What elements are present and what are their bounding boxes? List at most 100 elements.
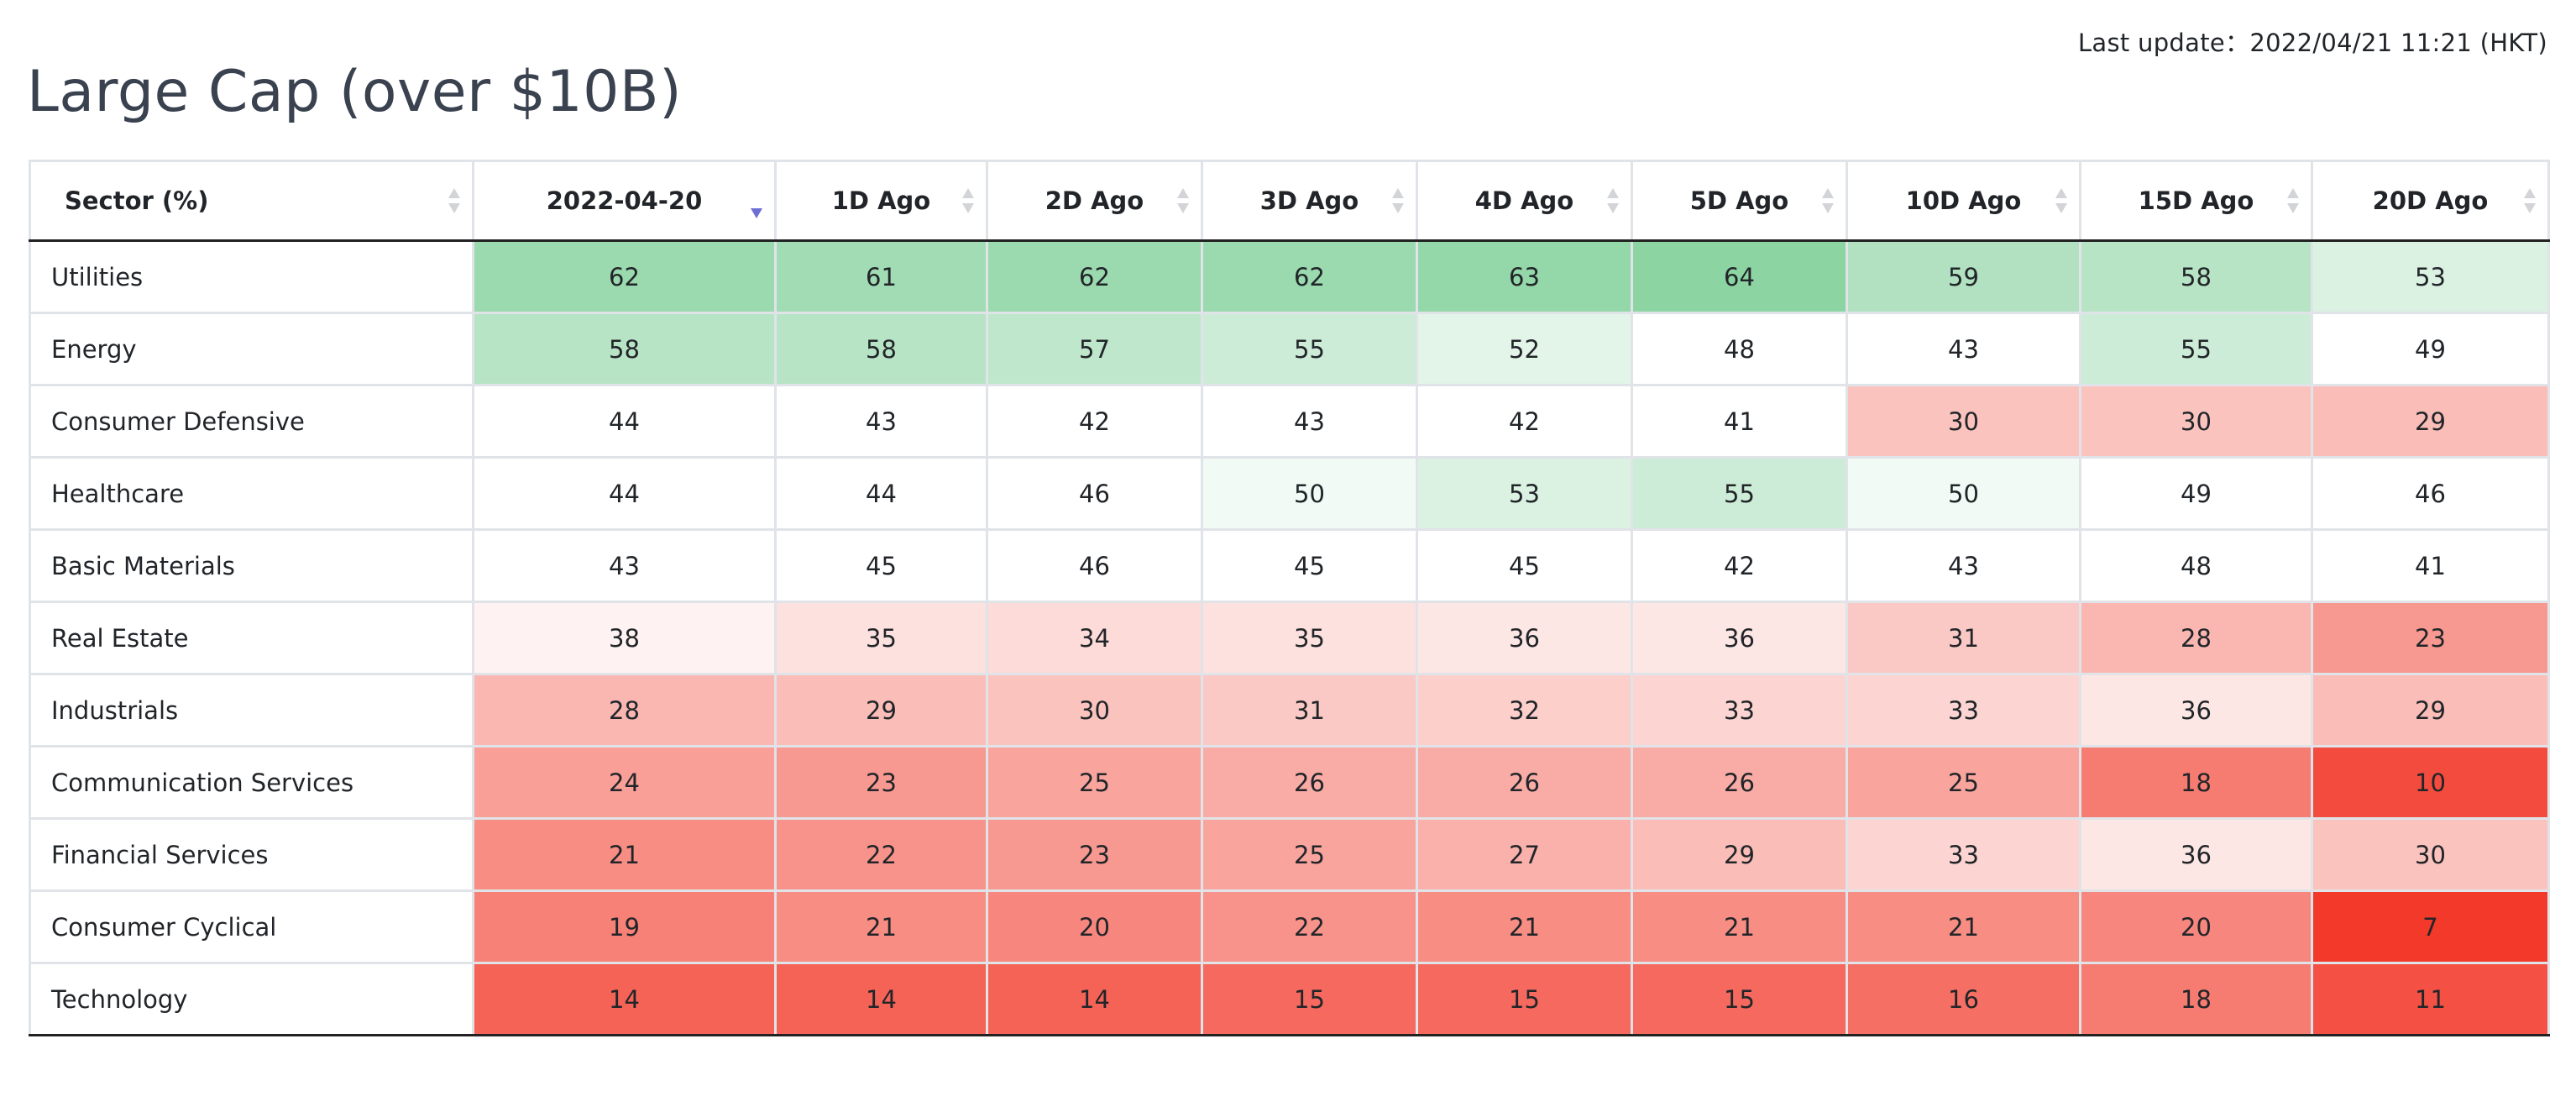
column-header-label: 2D Ago [1045, 186, 1144, 215]
value-cell: 46 [986, 528, 1203, 603]
sort-icon [2055, 186, 2067, 215]
value-cell: 20 [986, 889, 1203, 964]
value-cell: 27 [1416, 817, 1633, 892]
value-cell: 42 [1631, 528, 1848, 603]
value-cell: 46 [986, 456, 1203, 531]
sector-name-cell: Energy [29, 312, 474, 386]
sort-icon [1177, 186, 1189, 215]
value-cell: 53 [2311, 239, 2550, 314]
value-cell: 48 [2079, 528, 2313, 603]
value-cell: 52 [1416, 312, 1633, 386]
table-row: Financial Services 21 22 23 25 27 29 33 36 30 [29, 817, 2550, 892]
sort-icon [1392, 186, 1404, 215]
table-row: Technology 14 14 14 15 15 15 16 18 11 [29, 962, 2550, 1036]
value-cell: 11 [2311, 962, 2550, 1036]
value-cell: 43 [472, 528, 777, 603]
value-cell: 18 [2079, 745, 2313, 820]
value-cell: 59 [1846, 239, 2081, 314]
value-cell: 26 [1631, 745, 1848, 820]
value-cell: 33 [1846, 817, 2081, 892]
table-row: Real Estate 38 35 34 35 36 36 31 28 23 [29, 601, 2550, 675]
column-header-label: 2022-04-20 [546, 186, 703, 215]
sector-name-cell: Industrials [29, 673, 474, 748]
value-cell: 31 [1846, 601, 2081, 675]
sort-descending-icon [751, 186, 762, 218]
value-cell: 22 [774, 817, 988, 892]
value-cell: 44 [472, 384, 777, 459]
value-cell: 50 [1201, 456, 1418, 531]
value-cell: 23 [774, 745, 988, 820]
value-cell: 15 [1201, 962, 1418, 1036]
column-header-1[interactable]: 2022-04-20 [472, 160, 777, 242]
value-cell: 28 [472, 673, 777, 748]
sector-name-cell: Basic Materials [29, 528, 474, 603]
value-cell: 29 [774, 673, 988, 748]
column-header-7[interactable]: 10D Ago [1846, 160, 2081, 242]
sector-name-cell: Technology [29, 962, 474, 1036]
column-header-label: 4D Ago [1474, 186, 1574, 215]
column-header-label: Sector (%) [65, 186, 209, 215]
value-cell: 25 [1201, 817, 1418, 892]
value-cell: 32 [1416, 673, 1633, 748]
value-cell: 43 [774, 384, 988, 459]
value-cell: 14 [986, 962, 1203, 1036]
value-cell: 36 [2079, 673, 2313, 748]
column-header-9[interactable]: 20D Ago [2311, 160, 2550, 242]
column-header-sector[interactable]: Sector (%) [29, 160, 474, 242]
value-cell: 30 [2079, 384, 2313, 459]
value-cell: 16 [1846, 962, 2081, 1036]
value-cell: 21 [1631, 889, 1848, 964]
value-cell: 23 [2311, 601, 2550, 675]
table-row: Consumer Defensive 44 43 42 43 42 41 30 30 29 [29, 384, 2550, 459]
value-cell: 43 [1846, 312, 2081, 386]
value-cell: 15 [1416, 962, 1633, 1036]
column-header-4[interactable]: 3D Ago [1201, 160, 1418, 242]
value-cell: 41 [1631, 384, 1848, 459]
column-header-8[interactable]: 15D Ago [2079, 160, 2313, 242]
value-cell: 24 [472, 745, 777, 820]
column-header-6[interactable]: 5D Ago [1631, 160, 1848, 242]
value-cell: 10 [2311, 745, 2550, 820]
column-header-5[interactable]: 4D Ago [1416, 160, 1633, 242]
value-cell: 58 [472, 312, 777, 386]
sort-icon [1607, 186, 1619, 215]
column-header-3[interactable]: 2D Ago [986, 160, 1203, 242]
value-cell: 44 [472, 456, 777, 531]
value-cell: 7 [2311, 889, 2550, 964]
value-cell: 38 [472, 601, 777, 675]
value-cell: 21 [1846, 889, 2081, 964]
value-cell: 42 [1416, 384, 1633, 459]
sort-icon [448, 186, 460, 215]
table-row: Basic Materials 43 45 46 45 45 42 43 48 41 [29, 528, 2550, 603]
value-cell: 36 [1416, 601, 1633, 675]
sector-name-cell: Consumer Defensive [29, 384, 474, 459]
table-row: Consumer Cyclical 19 21 20 22 21 21 21 20 7 [29, 889, 2550, 964]
sort-icon [2524, 186, 2536, 215]
value-cell: 23 [986, 817, 1203, 892]
sector-name-cell: Utilities [29, 239, 474, 314]
sort-icon [2287, 186, 2299, 215]
value-cell: 31 [1201, 673, 1418, 748]
value-cell: 14 [472, 962, 777, 1036]
value-cell: 21 [1416, 889, 1633, 964]
value-cell: 58 [2079, 239, 2313, 314]
value-cell: 45 [1201, 528, 1418, 603]
sort-icon [1822, 186, 1834, 215]
value-cell: 29 [1631, 817, 1848, 892]
column-header-label: 20D Ago [2372, 186, 2489, 215]
column-header-2[interactable]: 1D Ago [774, 160, 988, 242]
value-cell: 50 [1846, 456, 2081, 531]
value-cell: 44 [774, 456, 988, 531]
value-cell: 26 [1416, 745, 1633, 820]
value-cell: 15 [1631, 962, 1848, 1036]
value-cell: 36 [2079, 817, 2313, 892]
value-cell: 57 [986, 312, 1203, 386]
value-cell: 42 [986, 384, 1203, 459]
page-title: Large Cap (over $10B) [27, 59, 683, 125]
value-cell: 33 [1846, 673, 2081, 748]
table-row: Healthcare 44 44 46 50 53 55 50 49 46 [29, 456, 2550, 531]
value-cell: 46 [2311, 456, 2550, 531]
column-header-label: 15D Ago [2138, 186, 2254, 215]
column-header-label: 10D Ago [1905, 186, 2022, 215]
column-header-label: 1D Ago [831, 186, 931, 215]
